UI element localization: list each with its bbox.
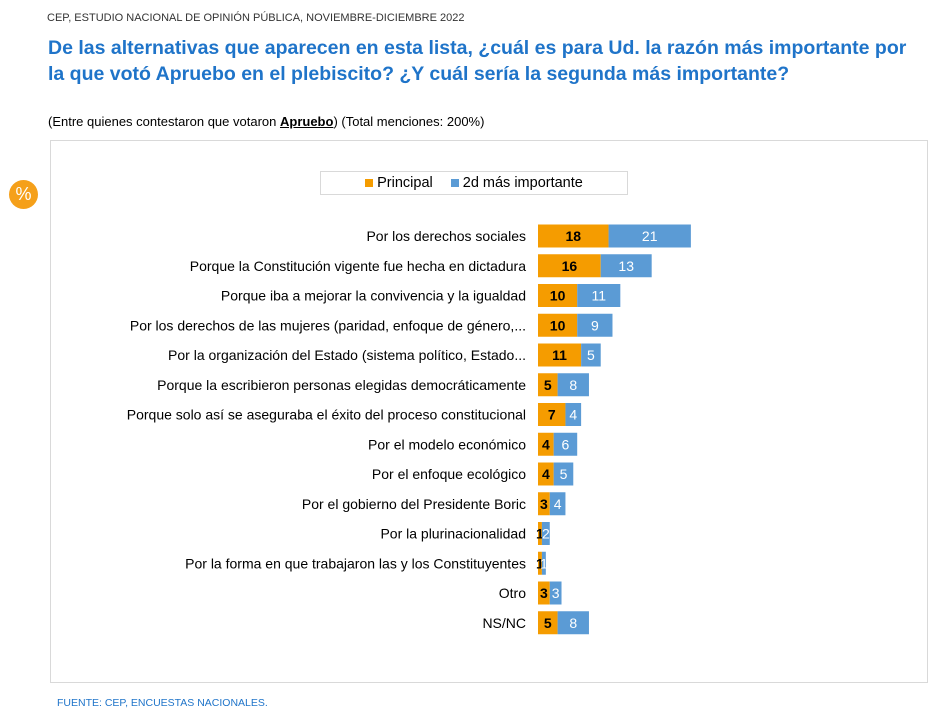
bar-segunda bbox=[608, 224, 691, 248]
data-label-principal: 5 bbox=[544, 615, 552, 631]
data-label-principal: 3 bbox=[540, 496, 548, 512]
legend-swatch-principal bbox=[365, 179, 374, 187]
data-label-segunda: 6 bbox=[562, 436, 570, 452]
bar-segunda bbox=[549, 581, 562, 605]
bar-principal bbox=[538, 432, 554, 456]
bar-segunda bbox=[577, 284, 621, 307]
subtitle-prefix: (Entre quienes contestaron que votaron bbox=[48, 114, 280, 129]
bar-segunda bbox=[553, 432, 578, 456]
bar-principal bbox=[538, 611, 558, 635]
percent-badge: % bbox=[9, 180, 38, 209]
bar-segunda bbox=[600, 254, 652, 278]
legend-label-segunda: 2d más importante bbox=[462, 175, 583, 191]
chart-frame bbox=[50, 140, 928, 683]
bar-segunda bbox=[553, 462, 574, 486]
bar-segunda bbox=[549, 492, 566, 516]
data-label-principal: 18 bbox=[565, 228, 581, 244]
bar-segunda bbox=[541, 551, 546, 575]
question-title: De las alternativas que aparecen en esta… bbox=[48, 37, 907, 85]
category-label: Porque la Constitución vigente fue hecha… bbox=[190, 258, 526, 274]
data-label-principal: 10 bbox=[550, 288, 566, 304]
survey-header: CEP, ESTUDIO NACIONAL DE OPINIÓN PÚBLICA… bbox=[47, 12, 465, 24]
legend-item-principal: Principal bbox=[365, 175, 433, 191]
category-label: Por la organización del Estado (sistema … bbox=[168, 347, 526, 363]
category-label: Porque la escribieron personas elegidas … bbox=[157, 377, 526, 393]
data-label-principal: 1 bbox=[536, 526, 544, 542]
data-label-principal: 10 bbox=[550, 317, 566, 333]
subtitle-suffix: ) (Total menciones: 200%) bbox=[333, 114, 485, 129]
bar-principal bbox=[538, 522, 542, 545]
category-label: Por el modelo económico bbox=[368, 436, 526, 452]
data-label-principal: 1 bbox=[536, 555, 544, 571]
data-label-segunda: 1 bbox=[540, 555, 548, 571]
bar-principal bbox=[538, 551, 542, 575]
data-label-principal: 5 bbox=[544, 377, 552, 393]
data-label-segunda: 21 bbox=[642, 228, 658, 244]
bar-principal bbox=[538, 343, 582, 367]
data-label-principal: 4 bbox=[542, 436, 550, 452]
bar-principal bbox=[538, 492, 550, 516]
bar-segunda bbox=[541, 522, 550, 545]
data-label-principal: 7 bbox=[548, 407, 556, 423]
bar-segunda bbox=[557, 611, 589, 635]
data-label-principal: 3 bbox=[540, 585, 548, 601]
data-label-segunda: 3 bbox=[552, 585, 560, 601]
category-label: Porque iba a mejorar la convivencia y la… bbox=[221, 288, 526, 304]
bar-principal bbox=[538, 373, 558, 397]
bar-principal bbox=[538, 403, 566, 426]
bar-principal bbox=[538, 462, 554, 486]
category-label: Otro bbox=[499, 585, 526, 601]
chart-legend: Principal 2d más importante bbox=[320, 171, 628, 195]
data-label-segunda: 2 bbox=[542, 526, 550, 542]
subtitle-emphasis: Apruebo bbox=[279, 114, 334, 129]
category-label: Por los derechos sociales bbox=[366, 228, 526, 244]
data-label-segunda: 9 bbox=[591, 317, 599, 333]
data-label-segunda: 13 bbox=[618, 258, 634, 274]
legend-swatch-segunda bbox=[450, 179, 459, 187]
bar-principal bbox=[538, 284, 578, 307]
bar-segunda bbox=[565, 403, 582, 426]
category-label: NS/NC bbox=[482, 615, 526, 631]
bar-principal bbox=[538, 313, 578, 337]
data-label-principal: 11 bbox=[552, 347, 567, 363]
legend-label-principal: Principal bbox=[377, 175, 433, 191]
data-label-segunda: 8 bbox=[569, 615, 577, 631]
bar-principal bbox=[538, 254, 601, 278]
source-footer: FUENTE: CEP, ENCUESTAS NACIONALES. bbox=[57, 697, 268, 709]
data-label-segunda: 5 bbox=[560, 466, 568, 482]
category-label: Porque solo así se aseguraba el éxito de… bbox=[127, 407, 526, 423]
category-label: Por el enfoque ecológico bbox=[372, 466, 526, 482]
legend-item-segunda: 2d más importante bbox=[450, 175, 583, 191]
data-label-segunda: 5 bbox=[587, 347, 595, 363]
category-label: Por la forma en que trabajaron las y los… bbox=[185, 555, 526, 571]
data-label-segunda: 4 bbox=[554, 496, 562, 512]
subtitle: (Entre quienes contestaron que votaron A… bbox=[48, 114, 484, 129]
category-label: Por los derechos de las mujeres (paridad… bbox=[130, 317, 526, 333]
bar-segunda bbox=[581, 343, 601, 367]
data-label-principal: 16 bbox=[562, 258, 578, 274]
bar-principal bbox=[538, 581, 550, 605]
category-label: Por el gobierno del Presidente Boric bbox=[302, 496, 526, 512]
data-label-principal: 4 bbox=[542, 466, 550, 482]
bar-principal bbox=[538, 224, 609, 248]
data-label-segunda: 4 bbox=[569, 407, 577, 423]
data-label-segunda: 11 bbox=[591, 288, 606, 304]
bar-segunda bbox=[557, 373, 589, 397]
bar-segunda bbox=[577, 313, 613, 337]
data-label-segunda: 8 bbox=[569, 377, 577, 393]
category-label: Por la plurinacionalidad bbox=[380, 526, 526, 542]
